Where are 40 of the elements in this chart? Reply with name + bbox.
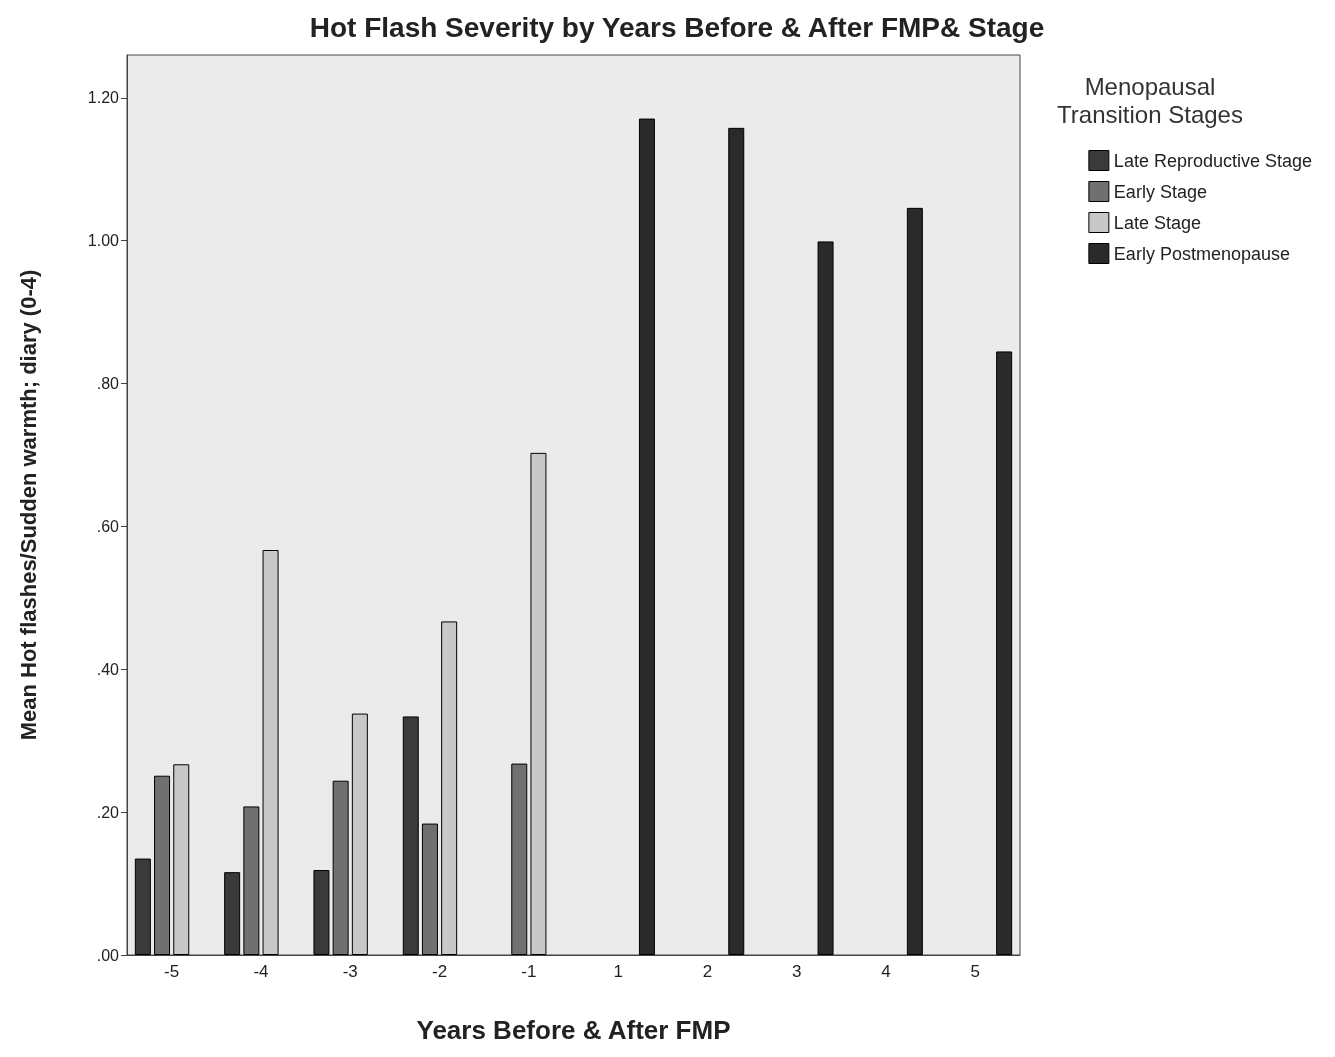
x-tick-label: 3 — [792, 962, 802, 981]
bar — [262, 550, 279, 955]
bar — [996, 351, 1013, 955]
y-tick-label: .60 — [96, 517, 120, 535]
legend-label: Late Reproductive Stage — [1113, 150, 1313, 171]
x-tick-label: -2 — [431, 962, 448, 981]
x-tick-label: 2 — [702, 962, 713, 981]
legend-label: Early Stage — [1113, 181, 1207, 202]
y-tick-label: .20 — [96, 803, 120, 821]
bar — [154, 775, 171, 955]
bar — [817, 241, 834, 955]
y-tick-label: .00 — [96, 946, 120, 964]
bar — [173, 764, 190, 955]
y-axis-title: Mean Hot flashes/Sudden warmth; diary (0-4) — [15, 269, 41, 741]
chart-title: Hot Flash Severity by Years Before & After FMP& Stage — [309, 11, 1045, 43]
x-tick-label: -5 — [164, 962, 180, 981]
legend-title: Menopausal Transition Stages — [1057, 72, 1243, 128]
legend-label: Early Postmenopause — [1113, 243, 1290, 264]
legend-label: Late Stage — [1113, 212, 1201, 233]
bar — [728, 127, 745, 955]
x-tick-label: -1 — [521, 962, 537, 981]
y-tick-label: .80 — [96, 375, 120, 393]
bar — [441, 621, 458, 955]
bar — [530, 452, 547, 955]
bar — [243, 806, 260, 955]
bar — [906, 207, 923, 955]
bar — [511, 763, 528, 955]
bar — [351, 713, 368, 955]
x-tick-label: 4 — [881, 962, 891, 981]
x-tick-label: 1 — [613, 962, 623, 981]
y-tick-label: 1.20 — [87, 89, 120, 107]
x-tick-label: -4 — [253, 962, 269, 981]
x-tick-label: -3 — [342, 962, 358, 981]
bar — [332, 780, 349, 955]
bar — [638, 118, 655, 955]
bar — [421, 823, 438, 955]
y-tick-label: 1.00 — [87, 232, 120, 250]
x-tick-label: 5 — [970, 962, 981, 981]
x-axis-title: Years Before & After FMP — [416, 1015, 731, 1045]
y-tick-label: .40 — [96, 660, 120, 678]
